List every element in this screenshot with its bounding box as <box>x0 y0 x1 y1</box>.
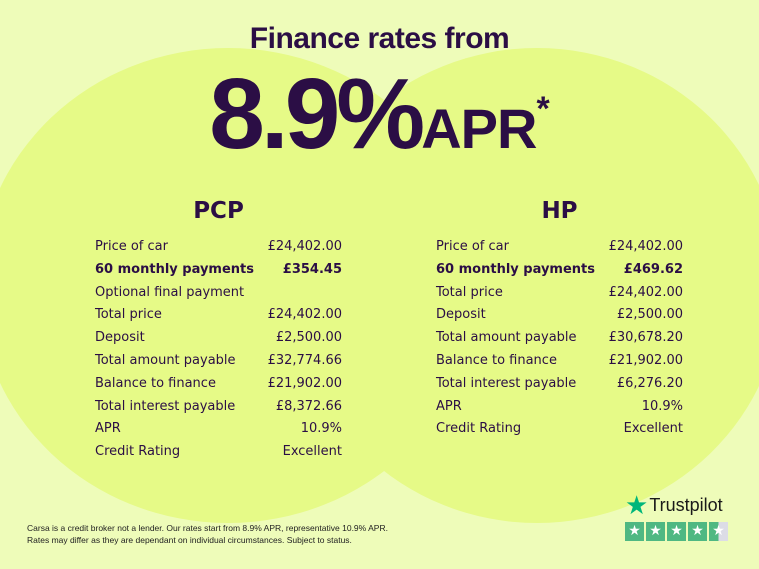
star-icon: ★ <box>688 522 707 541</box>
table-row: Total price £24,402.00 <box>95 304 342 327</box>
row-value: 10.9% <box>641 398 683 414</box>
table-row: APR 10.9% <box>95 418 342 441</box>
asterisk: * <box>536 90 550 128</box>
row-label: Credit Rating <box>436 421 522 437</box>
row-value: £2,500.00 <box>275 330 342 346</box>
star-icon: ★ <box>625 522 644 541</box>
row-label: 60 monthly payments <box>436 261 595 277</box>
row-value: £24,402.00 <box>267 239 342 254</box>
table-row: Deposit £2,500.00 <box>436 304 683 327</box>
table-row: Total interest payable £6,276.20 <box>436 373 683 396</box>
row-label: Optional final payment <box>95 284 245 300</box>
row-value: £21,902.00 <box>267 375 342 391</box>
row-label: Total interest payable <box>436 375 577 391</box>
apr-label: APR <box>421 97 537 160</box>
table-row: Deposit £2,500.00 <box>95 327 342 350</box>
table-row: Optional final payment <box>95 282 342 305</box>
table-row: 60 monthly payments £354.45 <box>95 259 342 282</box>
star-icon: ★ <box>667 522 686 541</box>
table-row: Price of car £24,402.00 <box>436 236 683 259</box>
row-label: Balance to finance <box>95 375 216 391</box>
row-label: APR <box>95 421 121 437</box>
table-row: Credit Rating Excellent <box>436 418 683 441</box>
row-value: £32,774.66 <box>267 352 342 368</box>
headline: Finance rates from <box>249 22 510 55</box>
row-value: £8,372.66 <box>275 398 342 414</box>
row-value: £24,402.00 <box>267 307 342 323</box>
table-row: Balance to finance £21,902.00 <box>436 350 683 373</box>
row-label: 60 monthly payments <box>95 261 254 277</box>
trustpilot-rating: ★ ★ ★ ★ ★ <box>625 522 728 541</box>
table-row: APR 10.9% <box>436 396 683 419</box>
row-label: APR <box>436 398 462 414</box>
row-value: £469.62 <box>623 261 683 277</box>
row-value: 10.9% <box>300 421 342 437</box>
table-row: Total interest payable £8,372.66 <box>95 396 342 419</box>
disclaimer: Carsa is a credit broker not a lender. O… <box>27 522 388 546</box>
row-label: Deposit <box>436 307 486 323</box>
row-value: £24,402.00 <box>608 239 683 254</box>
disclaimer-line-2: Rates may differ as they are dependant o… <box>27 535 352 545</box>
disclaimer-line-1: Carsa is a credit broker not a lender. O… <box>27 523 388 533</box>
row-label: Credit Rating <box>95 444 181 460</box>
rate-display: 8.9%APR* <box>0 64 759 164</box>
row-label: Total price <box>436 284 503 300</box>
table-row: Credit Rating Excellent <box>95 441 342 464</box>
star-icon: ★ <box>646 522 665 541</box>
row-label: Balance to finance <box>436 352 557 368</box>
hp-table: HP Price of car £24,402.00 60 monthly paym… <box>436 198 683 441</box>
pcp-table: PCP Price of car £24,402.00 60 monthly pay… <box>95 198 342 464</box>
row-value: £21,902.00 <box>608 352 683 368</box>
table-row: 60 monthly payments £469.62 <box>436 259 683 282</box>
hp-title: HP <box>541 198 578 224</box>
row-value: Excellent <box>623 421 683 437</box>
pcp-title: PCP <box>193 198 244 224</box>
table-row: Balance to finance £21,902.00 <box>95 373 342 396</box>
row-label: Total interest payable <box>95 398 236 414</box>
row-value: £2,500.00 <box>616 307 683 323</box>
row-label: Price of car <box>436 239 509 254</box>
row-label: Total amount payable <box>95 352 236 368</box>
star-icon: ★ <box>709 522 728 541</box>
row-label: Total amount payable <box>436 330 577 346</box>
star-icon: ★ <box>625 490 649 520</box>
trustpilot-name: Trustpilot <box>649 494 723 515</box>
table-row: Total amount payable £30,678.20 <box>436 327 683 350</box>
trustpilot-badge: ★ Trustpilot ★ ★ ★ ★ ★ <box>625 490 728 541</box>
row-value: £354.45 <box>282 261 342 277</box>
table-row: Total amount payable £32,774.66 <box>95 350 342 373</box>
table-row: Price of car £24,402.00 <box>95 236 342 259</box>
trustpilot-logo: ★ Trustpilot <box>625 490 728 520</box>
table-row: Total price £24,402.00 <box>436 282 683 305</box>
row-label: Total price <box>95 307 162 323</box>
row-value: Excellent <box>282 444 342 460</box>
row-value: £30,678.20 <box>608 330 683 346</box>
row-label: Price of car <box>95 239 168 254</box>
row-value: £6,276.20 <box>616 375 683 391</box>
row-label: Deposit <box>95 330 145 346</box>
row-value: £24,402.00 <box>608 284 683 300</box>
rate-value: 8.9% <box>209 58 425 170</box>
background-circle-right <box>292 48 759 523</box>
